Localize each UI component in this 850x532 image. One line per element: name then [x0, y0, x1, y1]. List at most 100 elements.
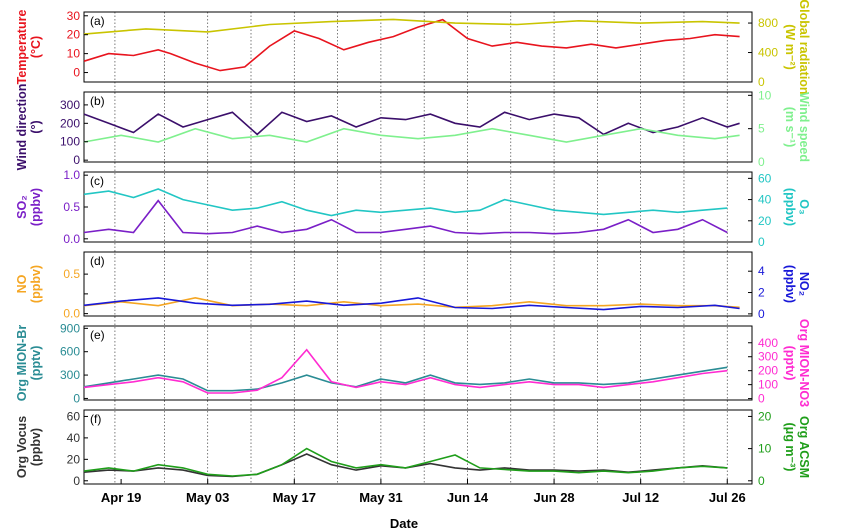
left-tick-label: 300 [60, 98, 80, 112]
right-tick-label: 60 [758, 171, 772, 185]
left-tick-label: 0 [73, 153, 80, 167]
left-axis-title-line1: Org MION-Br [15, 325, 29, 402]
panel-letter: (b) [90, 94, 105, 108]
panel-1: 0 100 200 300 0 5 10 (b) Wind direction(°) Wind s… [15, 84, 811, 171]
right-axis-title-line2: (ppbv) [783, 265, 797, 303]
right-tick-label: 200 [758, 364, 778, 378]
left-axis-title-line2: (ppbv) [29, 188, 43, 226]
panel-letter: (f) [90, 412, 101, 426]
panel-letter: (d) [90, 254, 105, 268]
right-axis-title: NO₂(ppbv) [783, 265, 811, 303]
panel-frame [83, 251, 753, 317]
right-tick-label: 0 [758, 392, 765, 406]
left-tick-label: 600 [60, 345, 80, 359]
right-axis-title-line2: (ppbv) [783, 188, 797, 226]
right-axis-title: Org ACSM(μg m⁻³) [783, 416, 811, 478]
right-tick-label: 20 [758, 409, 772, 423]
left-tick-label: 0 [73, 66, 80, 80]
x-tick-label: Jul 12 [622, 490, 659, 505]
right-tick-label: 2 [758, 286, 765, 300]
left-axis-title-line1: Wind direction [15, 84, 29, 171]
right-axis-title: Global radiation(W m⁻²) [783, 0, 811, 95]
left-axis-title: SO₂(ppbv) [15, 188, 43, 226]
right-tick-label: 0 [758, 75, 765, 89]
left-tick-label: 100 [60, 135, 80, 149]
series-line-temperature [83, 18, 740, 72]
left-tick-label: 0 [73, 474, 80, 488]
left-tick-label: 10 [67, 47, 81, 61]
left-axis-title: NO(ppbv) [15, 265, 43, 303]
right-axis-title-line1: Org MION-NO3 [797, 319, 811, 407]
right-tick-label: 100 [758, 378, 778, 392]
left-tick-label: 30 [67, 9, 81, 23]
right-axis-title: O₃(ppbv) [783, 188, 811, 226]
right-axis-title-line2: (W m⁻²) [783, 24, 797, 69]
panel-frame [83, 409, 753, 485]
right-tick-label: 0 [758, 155, 765, 169]
left-axis-title-line2: (ppbv) [29, 265, 43, 303]
left-axis-title-line1: Temperature [15, 10, 29, 85]
right-tick-label: 400 [758, 336, 778, 350]
right-tick-label: 10 [758, 88, 772, 102]
x-tick-label: May 03 [186, 490, 229, 505]
panel-letter: (e) [90, 328, 105, 342]
right-axis-title-line1: NO₂ [797, 272, 811, 296]
right-tick-label: 0 [758, 307, 765, 321]
panel-letter: (c) [90, 174, 104, 188]
left-tick-label: 60 [67, 409, 81, 423]
right-tick-label: 0 [758, 474, 765, 488]
panel-letter: (a) [90, 14, 105, 28]
x-tick-label: May 31 [359, 490, 402, 505]
left-tick-label: 20 [67, 452, 81, 466]
left-tick-label: 0.0 [63, 232, 80, 246]
right-axis-title-line2: (pptv) [783, 346, 797, 381]
left-axis-title-line1: NO [15, 274, 29, 293]
series-line-wind-speed [83, 127, 740, 143]
left-axis-title: Org MION-Br(pptv) [15, 325, 43, 402]
left-axis-title-line2: (°C) [29, 36, 43, 58]
right-axis-title-line2: (μg m⁻³) [783, 423, 797, 472]
series-line-no- [83, 297, 740, 311]
right-tick-label: 0 [758, 235, 765, 249]
series-line-so- [83, 199, 728, 235]
panel-frame [83, 11, 753, 83]
right-tick-label: 4 [758, 264, 765, 278]
series-line-no [83, 296, 740, 309]
right-tick-label: 800 [758, 16, 778, 30]
series-line-org-acsm [83, 447, 728, 477]
right-axis-title-line2: (m s⁻¹) [783, 107, 797, 148]
series-line-org-mion-br [83, 366, 728, 392]
panel-frame [83, 325, 753, 401]
right-axis-title-line1: O₃ [797, 199, 811, 215]
left-tick-label: 900 [60, 321, 80, 335]
left-axis-title: Temperature(°C) [15, 10, 43, 85]
left-axis-title: Org Vocus(ppbv) [15, 416, 43, 478]
right-tick-label: 400 [758, 46, 778, 60]
series-line-org-mion-no3 [83, 348, 728, 394]
left-axis-title-line2: (ppbv) [29, 428, 43, 466]
right-axis-title: Org MION-NO3(pptv) [783, 319, 811, 407]
right-axis-title-line1: Org ACSM [797, 416, 811, 478]
right-tick-label: 10 [758, 442, 772, 456]
left-axis-title: Wind direction(°) [15, 84, 43, 171]
left-tick-label: 0.0 [63, 307, 80, 321]
series-line-o- [83, 188, 728, 217]
x-tick-label: May 17 [273, 490, 316, 505]
right-axis-title-line1: Global radiation [797, 0, 811, 95]
right-tick-label: 300 [758, 350, 778, 364]
left-tick-label: 200 [60, 116, 80, 130]
left-axis-title-line2: (pptv) [29, 346, 43, 381]
left-axis-title-line2: (°) [29, 120, 43, 133]
right-axis-title: Wind speed(m s⁻¹) [783, 92, 811, 162]
panel-5: 0 20 40 60 0 10 20 (f) Org Vocus(ppbv) Org ACSM(μ… [15, 409, 811, 487]
right-tick-label: 5 [758, 122, 765, 136]
left-tick-label: 300 [60, 368, 80, 382]
left-tick-label: 0.5 [63, 267, 80, 281]
left-tick-label: 0 [73, 391, 80, 405]
left-tick-label: 1.0 [63, 168, 80, 182]
left-axis-title-line1: Org Vocus [15, 416, 29, 478]
